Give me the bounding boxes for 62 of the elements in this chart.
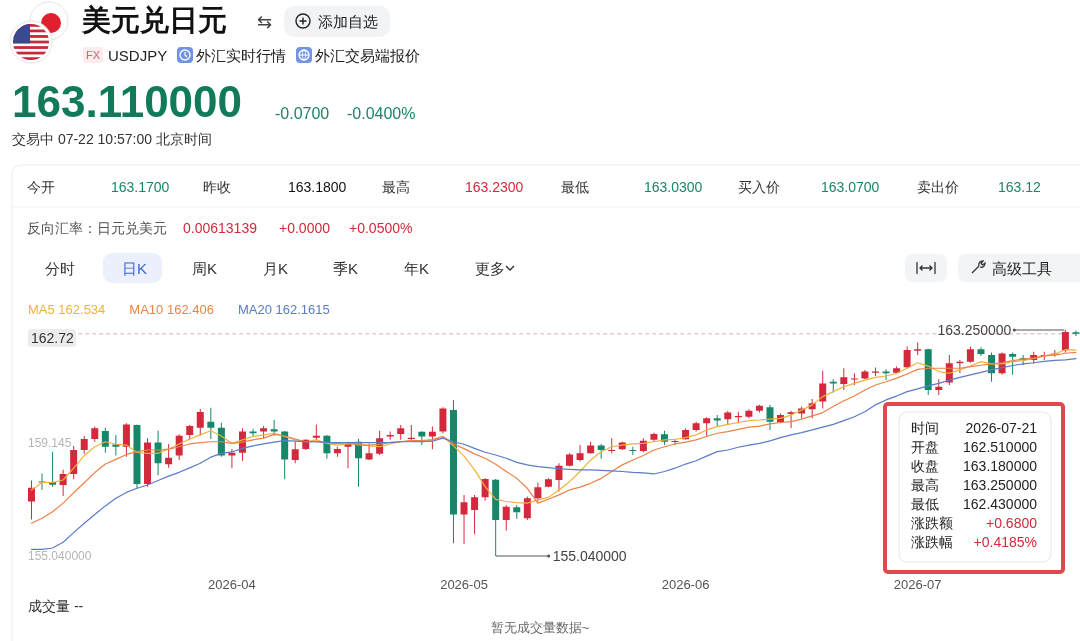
annotation: 162.430000 xyxy=(963,496,1038,512)
y-tick-label: 159.145 xyxy=(28,436,72,450)
text: ⇆ xyxy=(257,12,273,32)
text: 163.1700 xyxy=(111,179,170,195)
text: MA5 162.534 xyxy=(28,301,106,317)
x-tick-label: 2026-04 xyxy=(208,576,256,592)
text: 163.0300 xyxy=(644,179,703,195)
text: 日K xyxy=(122,259,148,277)
text: 月K xyxy=(263,259,289,277)
annotation: 时间 xyxy=(911,420,939,436)
text: 反向汇率：日元兑美元 xyxy=(27,220,167,236)
annotation: 最高 xyxy=(911,477,939,493)
annotation: +0.4185% xyxy=(973,534,1037,550)
text: 添加自选 xyxy=(318,12,378,30)
text: 美元兑日元 xyxy=(81,4,227,36)
text: 163.2300 xyxy=(465,179,524,195)
annotation: 155.040000 xyxy=(552,548,627,564)
text: 买入价 xyxy=(738,179,780,195)
x-tick-label: 2026-07 xyxy=(893,576,942,592)
annotation: 163.250000 xyxy=(937,322,1012,338)
annotation: 开盘 xyxy=(911,439,939,455)
text: 交易中 07-22 10:57:00 北京时间 xyxy=(12,131,212,147)
annotation: 最低 xyxy=(911,496,939,512)
text: +0.0000 xyxy=(279,220,331,236)
text: 外汇实时行情 xyxy=(196,46,286,64)
annotation: 涨跌额 xyxy=(911,515,953,531)
x-tick-label: 2026-05 xyxy=(440,576,488,592)
annotation: 2026-07-21 xyxy=(965,420,1038,436)
text: 昨收 xyxy=(203,179,231,195)
text: 163.12 xyxy=(998,179,1042,195)
text: 最低 xyxy=(561,179,589,195)
text: MA10 162.406 xyxy=(129,301,214,317)
text: 卖出价 xyxy=(917,179,959,195)
annotation: 163.250000 xyxy=(963,477,1038,493)
text: FX xyxy=(85,49,101,61)
x-tick-label: 2026-06 xyxy=(661,576,710,592)
text: 周K xyxy=(192,259,218,277)
text: +0.0500% xyxy=(349,220,413,236)
text: USDJPY xyxy=(108,46,168,64)
text: -0.0400% xyxy=(347,104,416,122)
text: 更多 xyxy=(475,259,505,277)
text: -0.0700 xyxy=(275,104,330,122)
text: 163.1800 xyxy=(288,179,347,195)
annotation: 收盘 xyxy=(911,458,939,474)
text: MA20 162.1615 xyxy=(237,301,330,317)
text: 高级工具 xyxy=(992,259,1052,277)
annotation: 163.180000 xyxy=(963,458,1038,474)
annotation: +0.6800 xyxy=(986,515,1038,531)
text: 年K xyxy=(404,259,430,277)
text: 最高 xyxy=(382,179,410,195)
text: 今开 xyxy=(27,179,55,195)
text: 163.110000 xyxy=(12,76,243,126)
text: 成交量 -- xyxy=(28,598,84,614)
annotation: 162.510000 xyxy=(963,439,1038,455)
text: 外汇交易端报价 xyxy=(315,46,420,64)
text: 分时 xyxy=(45,259,75,277)
text: 163.0700 xyxy=(821,179,880,195)
text: 0.00613139 xyxy=(183,220,258,236)
text: 季K xyxy=(333,259,359,277)
annotation: 涨跌幅 xyxy=(911,534,953,550)
annotation: 162.72 xyxy=(31,330,75,346)
text: 暂无成交量数据~ xyxy=(490,619,590,635)
